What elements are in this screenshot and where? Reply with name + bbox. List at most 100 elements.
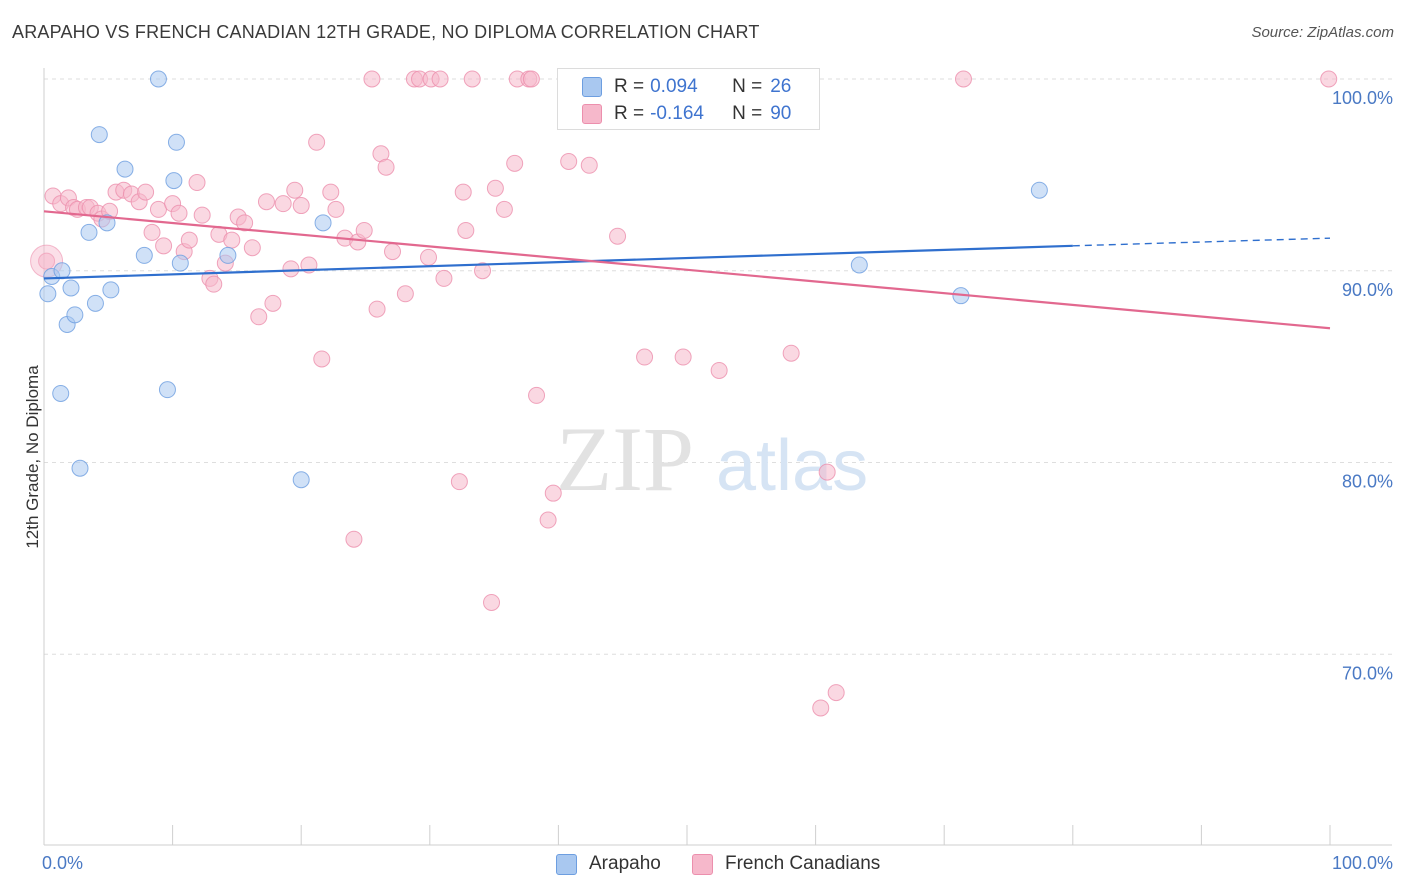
data-point xyxy=(38,252,56,270)
data-point xyxy=(193,206,211,224)
data-point xyxy=(86,294,104,312)
watermark: ZIP atlas xyxy=(556,408,868,510)
data-point xyxy=(292,471,310,489)
data-point xyxy=(483,593,501,611)
data-point xyxy=(384,243,402,261)
data-point xyxy=(71,459,89,477)
data-point xyxy=(250,308,268,326)
trend-line-arapaho xyxy=(43,244,1073,280)
data-point xyxy=(322,183,340,201)
data-point xyxy=(39,285,57,303)
data-point xyxy=(355,221,373,239)
data-point xyxy=(420,248,438,266)
y-tick-label: 80.0% xyxy=(1342,472,1393,492)
data-point xyxy=(1030,181,1048,199)
data-point xyxy=(274,195,292,213)
data-point xyxy=(143,223,161,241)
data-point xyxy=(52,384,70,402)
legend-item-arapaho[interactable]: Arapaho xyxy=(556,851,661,877)
data-point xyxy=(710,361,728,379)
data-point xyxy=(149,200,167,218)
data-point xyxy=(102,281,120,299)
arapaho-swatch xyxy=(582,77,602,97)
data-point xyxy=(149,70,167,88)
n-value: 26 xyxy=(770,76,792,97)
data-point xyxy=(506,154,524,172)
data-point xyxy=(155,237,173,255)
watermark-zip: ZIP xyxy=(556,408,694,510)
stats-legend: R = 0.094 N = 26 R = -0.164 N = 90 xyxy=(557,68,820,130)
data-point xyxy=(80,223,98,241)
axes xyxy=(43,68,1392,846)
legend-item-french-canadians[interactable]: French Canadians xyxy=(692,851,880,877)
data-point xyxy=(171,254,189,272)
data-point xyxy=(522,70,540,88)
legend-row-arapaho: R = 0.094 N = 26 xyxy=(582,74,791,100)
data-point xyxy=(236,214,254,232)
data-point xyxy=(474,262,492,280)
data-point xyxy=(818,463,836,481)
tick-labels: 100.0% 90.0% 80.0% 70.0% 0.0% 100.0% xyxy=(42,88,1393,873)
data-point xyxy=(90,126,108,144)
data-point xyxy=(98,214,116,232)
data-point xyxy=(53,262,71,280)
data-point xyxy=(223,231,241,249)
trend-line-french-canadians xyxy=(43,210,1331,330)
data-point xyxy=(450,473,468,491)
data-point xyxy=(219,246,237,264)
data-point xyxy=(243,239,261,257)
data-point xyxy=(313,350,331,368)
data-point xyxy=(435,269,453,287)
data-point xyxy=(135,246,153,264)
legend-label: Arapaho xyxy=(589,853,661,874)
data-point xyxy=(292,197,310,215)
n-label: N = xyxy=(732,103,763,124)
data-point xyxy=(528,386,546,404)
data-point xyxy=(827,684,845,702)
n-label: N = xyxy=(732,76,763,97)
french-canadians-legend-swatch xyxy=(692,853,713,875)
legend-row-french-canadians: R = -0.164 N = 90 xyxy=(582,101,791,127)
data-point xyxy=(165,172,183,190)
r-value: -0.164 xyxy=(650,103,704,124)
data-point xyxy=(188,174,206,192)
arapaho-legend-swatch xyxy=(556,853,577,875)
data-point xyxy=(431,70,449,88)
y-tick-label: 90.0% xyxy=(1342,280,1393,300)
data-point xyxy=(377,158,395,176)
trend-lines xyxy=(43,210,1331,330)
data-point xyxy=(609,227,627,245)
data-point xyxy=(368,300,386,318)
data-point xyxy=(257,193,275,211)
data-point xyxy=(345,530,363,548)
data-point xyxy=(396,285,414,303)
n-value: 90 xyxy=(770,103,792,124)
data-point xyxy=(560,152,578,170)
data-point xyxy=(954,70,972,88)
data-point xyxy=(850,256,868,274)
data-point xyxy=(167,133,185,151)
data-point xyxy=(327,200,345,218)
series-arapaho xyxy=(39,70,1048,489)
data-point xyxy=(636,348,654,366)
data-point xyxy=(544,484,562,502)
data-point xyxy=(264,294,282,312)
r-label: R = xyxy=(614,76,645,97)
data-point xyxy=(62,279,80,297)
data-point xyxy=(170,204,188,222)
y-tick-label: 100.0% xyxy=(1332,88,1393,108)
data-point xyxy=(457,221,475,239)
data-point xyxy=(308,133,326,151)
x-tick-label-right: 100.0% xyxy=(1332,853,1393,873)
data-point xyxy=(674,348,692,366)
y-tick-label: 70.0% xyxy=(1342,663,1393,683)
data-point xyxy=(282,260,300,278)
french-canadians-swatch xyxy=(582,104,602,124)
y-axis-label: 12th Grade, No Diploma xyxy=(23,365,42,549)
data-point xyxy=(116,160,134,178)
data-point xyxy=(539,511,557,529)
x-tick-label-left: 0.0% xyxy=(42,853,83,873)
data-point xyxy=(580,156,598,174)
data-point xyxy=(137,183,155,201)
